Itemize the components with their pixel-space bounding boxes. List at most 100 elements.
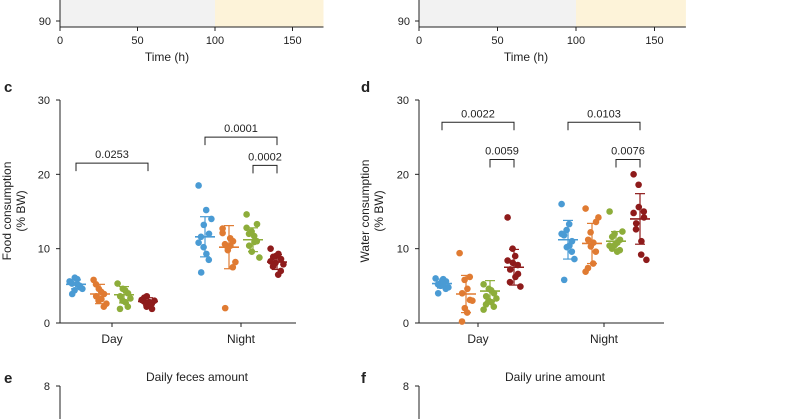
- p-value-label: 0.0253: [95, 149, 129, 161]
- data-point-group1-night: [568, 248, 576, 255]
- data-point-group4-day: [504, 257, 511, 264]
- p-value-label: 0.0076: [611, 145, 645, 157]
- x-tick-label: 0: [416, 35, 422, 47]
- data-point-group3-night: [243, 211, 250, 218]
- y-tick-label: 20: [397, 169, 409, 181]
- y-tick-label: 90: [398, 16, 410, 28]
- significance-bracket: [567, 121, 641, 131]
- y-tick-label: 30: [397, 95, 409, 107]
- data-point-group4-night: [269, 263, 277, 270]
- x-tick-label: 100: [206, 35, 224, 47]
- data-point-group4-night: [643, 256, 650, 264]
- data-point-group1-night: [202, 206, 210, 214]
- data-point-group3-night: [606, 208, 613, 215]
- data-point-group2-night: [582, 268, 589, 276]
- data-point-group1-night: [205, 230, 213, 238]
- panel-letter: e: [4, 370, 12, 387]
- panel-letter: f: [361, 370, 367, 387]
- data-point-group2-night: [221, 304, 229, 312]
- x-tick-label-night: Night: [227, 332, 256, 346]
- y-tick-label: 20: [38, 169, 50, 181]
- significance-bracket: [204, 136, 278, 146]
- data-point-group3-night: [613, 248, 621, 255]
- data-point-group2-day: [458, 318, 466, 325]
- significance-bracket: [441, 121, 515, 131]
- y-axis-label-line1: Water consumption: [358, 160, 372, 263]
- y-tick-label: 0: [44, 318, 50, 330]
- x-tick-label: 150: [283, 35, 301, 47]
- data-point-group4-night: [635, 203, 643, 211]
- y-axis-label-line2: (% BW): [14, 190, 28, 231]
- data-point-group4-day: [511, 252, 519, 260]
- panel-top-left-time-course: 0 50 100 150 90 Time (h): [39, 0, 324, 64]
- y-axis-label-line2: (% BW): [372, 190, 386, 231]
- data-point-group3-day: [482, 292, 490, 300]
- data-point-group3-day: [121, 286, 129, 294]
- significance-bracket: [252, 164, 278, 174]
- data-point-group4-day: [517, 283, 524, 290]
- data-point-group3-night: [250, 232, 258, 240]
- data-point-group1-day: [79, 285, 86, 293]
- data-point-group1-night: [560, 276, 568, 284]
- data-point-group1-day: [445, 284, 452, 291]
- x-axis-label: Time (h): [145, 50, 189, 64]
- data-point-group4-night: [277, 255, 285, 263]
- significance-bracket: [615, 158, 641, 168]
- data-point-group2-night: [582, 205, 589, 212]
- x-tick-label-night: Night: [590, 332, 619, 346]
- panel-title: Daily feces amount: [146, 370, 249, 384]
- data-point-group2-day: [469, 297, 476, 305]
- data-point-group3-night: [608, 233, 616, 241]
- data-point-group4-night: [640, 208, 648, 215]
- data-point-group4-night: [635, 181, 642, 189]
- significance-bracket: [75, 162, 149, 172]
- x-tick-label-day: Day: [467, 332, 488, 346]
- p-value-label: 0.0001: [224, 123, 258, 135]
- panel-e-daily-feces: e Daily feces amount 8: [4, 370, 249, 419]
- data-point-group2-day: [103, 300, 110, 307]
- data-point-group4-day: [506, 278, 514, 286]
- data-point-group3-day: [480, 306, 487, 313]
- data-point-group3-night: [256, 254, 263, 261]
- data-point-group3-night: [245, 230, 253, 238]
- data-point-group3-day: [114, 280, 121, 287]
- data-point-group2-day: [98, 295, 105, 303]
- panel-d-water-consumption: d 0 10 20 30 Water consumption (% BW) Day Night 0…: [358, 79, 664, 346]
- data-point-group3-night: [619, 228, 626, 235]
- p-value-label: 0.0103: [587, 108, 621, 120]
- y-tick-label: 10: [38, 244, 50, 256]
- panel-top-right-time-course: 0 50 100 150 90 Time (h): [398, 0, 686, 64]
- data-point-group1-night: [200, 221, 208, 229]
- y-tick-label: 30: [38, 95, 50, 107]
- panel-letter: d: [361, 79, 370, 96]
- x-tick-label: 50: [491, 35, 503, 47]
- data-point-group3-night: [243, 224, 250, 232]
- data-point-group2-night: [226, 234, 234, 242]
- time-band-light: [419, 0, 576, 27]
- y-tick-label: 10: [397, 244, 409, 256]
- y-tick-label: 8: [403, 381, 409, 393]
- data-point-group4-night: [275, 250, 282, 258]
- data-point-group2-night: [595, 214, 602, 221]
- panel-c-food-consumption: c 0 10 20 30 Food consumption (% BW) Day Night 0.…: [0, 79, 296, 346]
- data-point-group2-night: [232, 258, 239, 266]
- data-point-group2-day: [456, 249, 463, 257]
- data-point-group1-night: [195, 182, 202, 189]
- data-point-group4-night: [638, 237, 645, 245]
- data-point-group3-night: [253, 220, 261, 228]
- data-point-group4-night: [632, 220, 640, 227]
- time-band-dark: [576, 0, 686, 27]
- panel-f-daily-urine: f Daily urine amount 8: [361, 370, 606, 419]
- data-point-group4-night: [630, 171, 637, 178]
- data-point-group4-night: [267, 245, 274, 252]
- y-axis-label-line1: Food consumption: [0, 162, 14, 261]
- data-point-group1-night: [566, 242, 573, 249]
- data-point-group3-day: [116, 305, 124, 313]
- data-point-group4-night: [640, 214, 648, 221]
- data-point-group2-night: [584, 236, 592, 244]
- data-point-group4-night: [630, 209, 637, 217]
- data-point-group4-night: [632, 226, 640, 233]
- y-tick-label: 0: [403, 318, 409, 330]
- data-point-group2-day: [464, 285, 471, 293]
